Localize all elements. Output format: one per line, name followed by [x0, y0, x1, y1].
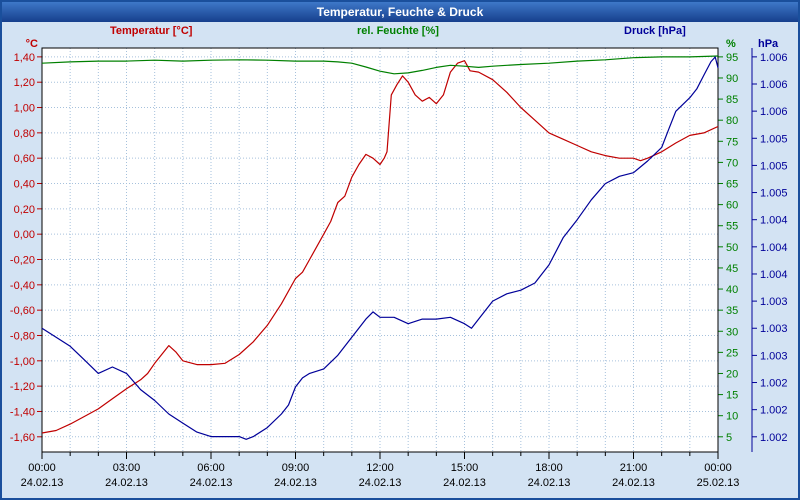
svg-text:24.02.13: 24.02.13: [21, 477, 64, 489]
svg-text:24.02.13: 24.02.13: [612, 477, 655, 489]
pressure-axis-unit: hPa: [758, 38, 779, 50]
svg-text:75: 75: [726, 136, 738, 148]
svg-text:5: 5: [726, 432, 732, 444]
svg-text:1.003: 1.003: [760, 296, 788, 308]
svg-text:1.002: 1.002: [760, 378, 788, 390]
svg-text:1.006: 1.006: [760, 52, 788, 64]
svg-text:0,20: 0,20: [14, 204, 35, 216]
legend-pressure: Druck [hPa]: [624, 25, 686, 37]
svg-text:21:00: 21:00: [620, 462, 648, 474]
series-pressure: [41, 56, 719, 440]
series-humidity: [41, 55, 719, 75]
legend-temperature: Temperatur [°C]: [110, 25, 193, 37]
svg-text:-0,40: -0,40: [10, 280, 35, 292]
svg-text:20: 20: [726, 368, 738, 380]
temperature-axis-unit: °C: [25, 38, 38, 50]
time-axis: 00:00 24.02.13 03:00 24.02.13 06:00 24.02.13 0…: [21, 452, 740, 489]
svg-text:1.005: 1.005: [760, 188, 788, 200]
svg-text:45: 45: [726, 263, 738, 275]
svg-text:1.003: 1.003: [760, 350, 788, 362]
svg-text:65: 65: [726, 179, 738, 191]
svg-text:-0,60: -0,60: [10, 305, 35, 317]
svg-text:1.005: 1.005: [760, 133, 788, 145]
svg-text:24.02.13: 24.02.13: [443, 477, 486, 489]
plot-frame: [41, 47, 719, 453]
svg-text:1.004: 1.004: [760, 215, 788, 227]
svg-text:30: 30: [726, 326, 738, 338]
svg-text:90: 90: [726, 73, 738, 85]
svg-text:06:00: 06:00: [197, 462, 225, 474]
svg-text:24.02.13: 24.02.13: [274, 477, 317, 489]
svg-text:-0,80: -0,80: [10, 330, 35, 342]
title-bar: Temperatur, Feuchte & Druck: [2, 2, 798, 22]
svg-text:0,00: 0,00: [14, 229, 35, 241]
legend-humidity: rel. Feuchte [%]: [357, 25, 439, 37]
svg-text:1,20: 1,20: [14, 77, 35, 89]
humidity-axis-unit: %: [726, 38, 736, 50]
svg-text:-1,60: -1,60: [10, 432, 35, 444]
svg-text:24.02.13: 24.02.13: [528, 477, 571, 489]
svg-text:70: 70: [726, 157, 738, 169]
svg-text:00:00: 00:00: [704, 462, 732, 474]
svg-text:60: 60: [726, 200, 738, 212]
svg-text:03:00: 03:00: [113, 462, 141, 474]
svg-text:25: 25: [726, 347, 738, 359]
svg-text:-0,20: -0,20: [10, 254, 35, 266]
svg-text:1.005: 1.005: [760, 160, 788, 172]
pressure-axis: 1.006 1.006 1.006 1.005 1.005 1.005 1.004 1.004…: [751, 48, 788, 452]
svg-text:1.004: 1.004: [760, 242, 788, 254]
svg-text:15:00: 15:00: [451, 462, 479, 474]
svg-text:24.02.13: 24.02.13: [105, 477, 148, 489]
svg-text:25.02.13: 25.02.13: [697, 477, 740, 489]
svg-text:1.006: 1.006: [760, 106, 788, 118]
svg-text:-1,40: -1,40: [10, 406, 35, 418]
svg-text:55: 55: [726, 221, 738, 233]
svg-text:10: 10: [726, 411, 738, 423]
svg-text:-1,20: -1,20: [10, 381, 35, 393]
svg-text:24.02.13: 24.02.13: [190, 477, 233, 489]
svg-text:0,60: 0,60: [14, 153, 35, 165]
window-title: Temperatur, Feuchte & Druck: [316, 5, 484, 19]
humidity-axis: 95 90 85 80 75 70 65 60 55 50 45 40 35 30 25 20 15 10 5: [718, 52, 738, 444]
svg-text:40: 40: [726, 284, 738, 296]
svg-text:12:00: 12:00: [366, 462, 394, 474]
svg-text:35: 35: [726, 305, 738, 317]
svg-text:-1,00: -1,00: [10, 356, 35, 368]
svg-text:1.006: 1.006: [760, 79, 788, 91]
svg-text:1.002: 1.002: [760, 405, 788, 417]
svg-text:50: 50: [726, 242, 738, 254]
svg-text:00:00: 00:00: [28, 462, 56, 474]
svg-text:85: 85: [726, 94, 738, 106]
svg-text:1.003: 1.003: [760, 323, 788, 335]
svg-text:1.004: 1.004: [760, 269, 788, 281]
series-temperature: [41, 60, 719, 434]
chart-canvas: 1,40 1,20 1,00 0,80 0,60 0,40 0,20 0,00 -0,20 -0,…: [10, 47, 788, 489]
svg-text:15: 15: [726, 390, 738, 402]
svg-text:18:00: 18:00: [535, 462, 563, 474]
svg-text:80: 80: [726, 115, 738, 127]
svg-text:95: 95: [726, 52, 738, 64]
gridlines: [42, 48, 718, 452]
svg-text:1,00: 1,00: [14, 103, 35, 115]
svg-text:09:00: 09:00: [282, 462, 310, 474]
svg-text:24.02.13: 24.02.13: [359, 477, 402, 489]
temperature-axis: 1,40 1,20 1,00 0,80 0,60 0,40 0,20 0,00 -0,20 -0,…: [10, 52, 42, 444]
svg-text:1.002: 1.002: [760, 432, 788, 444]
svg-text:0,40: 0,40: [14, 179, 35, 191]
svg-text:0,80: 0,80: [14, 128, 35, 140]
svg-text:1,40: 1,40: [14, 52, 35, 64]
